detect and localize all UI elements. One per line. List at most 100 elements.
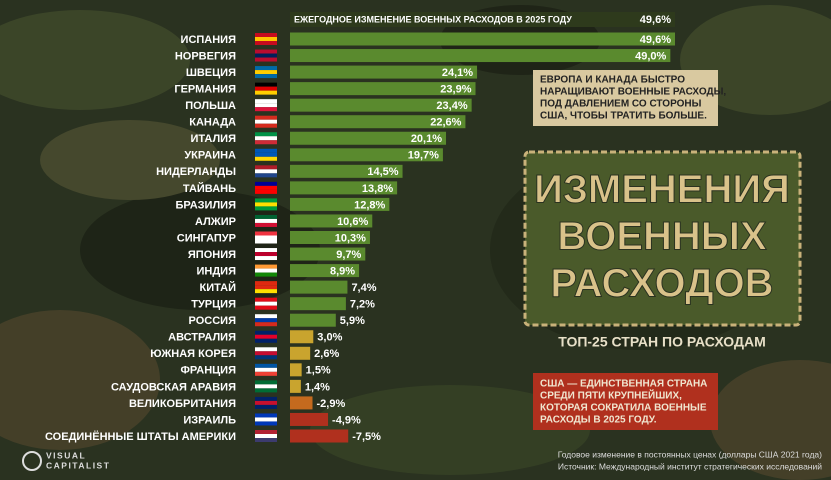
flag: [255, 338, 277, 343]
flag: [255, 334, 277, 339]
bar: [290, 297, 346, 311]
category-label: ИТАЛИЯ: [190, 133, 236, 145]
category-label: СИНГАПУР: [177, 232, 236, 244]
bar: [290, 82, 476, 96]
bar: [290, 412, 329, 426]
bar: [290, 330, 314, 344]
callout-text: КОТОРАЯ СОКРАТИЛА ВОЕННЫЕ: [540, 403, 707, 414]
flag: [255, 281, 277, 286]
flag: [255, 434, 277, 438]
bar: [290, 98, 472, 112]
brand: VISUAL: [46, 450, 86, 460]
value-label: 14,5%: [367, 166, 398, 178]
bar: [290, 131, 447, 145]
chart-title: ВОЕННЫХ: [557, 215, 767, 259]
flag: [255, 396, 277, 401]
flag: [255, 318, 277, 323]
flag: [255, 314, 277, 319]
category-label: ГЕРМАНИЯ: [174, 84, 236, 96]
flag: [255, 165, 277, 170]
value-label: 19,7%: [408, 150, 439, 162]
category-label: БРАЗИЛИЯ: [175, 199, 236, 211]
chart-title: РАСХОДОВ: [550, 262, 773, 306]
flag: [255, 103, 277, 108]
flag: [255, 355, 277, 360]
callout-text: НАРАЩИВАЮТ ВОЕННЫЕ РАСХОДЫ,: [540, 87, 726, 98]
flag: [255, 140, 277, 145]
flag: [255, 430, 277, 434]
flag: [255, 214, 277, 219]
flag: [255, 107, 277, 112]
callout-text: ПОД ДАВЛЕНИЕМ СО СТОРОНЫ: [540, 99, 702, 110]
bar: [290, 181, 398, 195]
flag: [255, 322, 277, 327]
callout-text: США — ЕДИНСТВЕННАЯ СТРАНА: [540, 379, 707, 390]
flag: [255, 413, 277, 418]
header-value: 49,6%: [640, 14, 671, 26]
bar: [290, 164, 403, 178]
flag: [255, 264, 277, 269]
flag: [255, 388, 277, 393]
category-label: ШВЕЦИЯ: [186, 67, 236, 79]
flag: [255, 152, 277, 157]
category-label: ПОЛЬША: [185, 100, 236, 112]
value-label: 2,6%: [314, 348, 339, 360]
flag: [255, 169, 277, 174]
bar: [290, 379, 301, 393]
category-label: УКРАИНА: [184, 150, 236, 162]
bar: [290, 231, 370, 244]
bar: [290, 65, 478, 79]
flag: [255, 198, 277, 203]
value-label: 10,6%: [337, 216, 368, 228]
value-label: -2,9%: [317, 398, 346, 410]
value-label: -4,9%: [332, 414, 361, 426]
flag: [255, 37, 277, 41]
flag: [255, 49, 277, 54]
category-label: КАНАДА: [189, 117, 236, 129]
flag: [255, 119, 277, 124]
flag: [255, 268, 277, 273]
flag: [255, 53, 277, 58]
category-label: РОССИЯ: [189, 315, 237, 327]
flag: [255, 86, 277, 91]
flag: [255, 272, 277, 277]
flag: [255, 189, 277, 194]
callout-text: США, ЧТОБЫ ТРАТИТЬ БОЛЬШЕ.: [540, 111, 707, 122]
flag: [255, 148, 277, 153]
bar: [290, 49, 671, 63]
value-label: 22,6%: [430, 117, 461, 129]
flag: [255, 99, 277, 104]
note: Источник: Международный институт стратег…: [558, 461, 822, 471]
callout-text: РАСХОДЫ В 2025 ГОДУ.: [540, 415, 657, 426]
value-label: 24,1%: [442, 67, 473, 79]
flag: [255, 252, 277, 257]
flag: [255, 57, 277, 62]
value-label: 8,9%: [330, 265, 355, 277]
callout-text: ЕВРОПА И КАНАДА БЫСТРО: [540, 75, 685, 86]
note: Годовое изменение в постоянных ценах (до…: [558, 449, 822, 459]
value-label: 5,9%: [340, 315, 365, 327]
value-label: 49,6%: [640, 34, 671, 46]
category-label: ИЗРАИЛЬ: [183, 414, 236, 426]
flag: [255, 33, 277, 37]
subtitle: ТОП-25 СТРАН ПО РАСХОДАМ: [558, 334, 766, 350]
flag: [255, 285, 277, 290]
flag: [255, 185, 277, 190]
category-label: АВСТРАЛИЯ: [168, 332, 236, 344]
flag: [255, 132, 277, 137]
value-label: 1,5%: [306, 365, 331, 377]
flag: [255, 384, 277, 389]
flag: [255, 367, 277, 372]
brand: CAPITALIST: [46, 460, 110, 470]
category-label: КИТАЙ: [200, 281, 237, 294]
flag: [255, 301, 277, 306]
bar: [290, 247, 366, 261]
category-label: ЯПОНИЯ: [188, 249, 236, 261]
flag: [255, 239, 277, 244]
bar: [290, 313, 336, 327]
category-label: НОРВЕГИЯ: [175, 50, 236, 62]
flag: [255, 115, 277, 120]
value-label: 20,1%: [411, 133, 442, 145]
flag: [255, 347, 277, 352]
value-label: 7,4%: [351, 282, 376, 294]
